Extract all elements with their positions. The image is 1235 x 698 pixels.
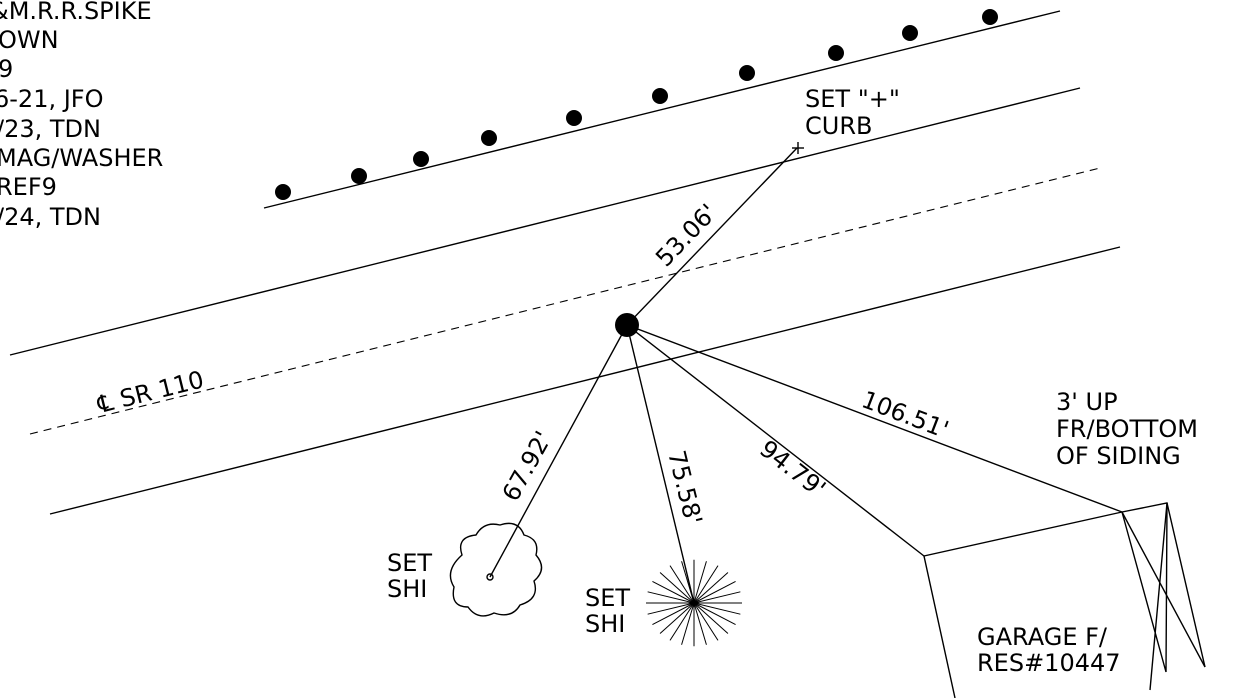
row-dot: [566, 110, 582, 126]
tree-ray: [652, 580, 695, 604]
note-line-3: 9: [0, 55, 13, 83]
distance-label-tree: 75.58': [662, 448, 707, 528]
note-line-4: 6-21, JFO: [0, 85, 104, 113]
row-dot: [275, 184, 291, 200]
row-dot: [739, 65, 755, 81]
tree-icon: [646, 559, 742, 647]
bush-center-mark: [486, 573, 494, 581]
note-line-8: /24, TDN: [0, 203, 101, 231]
tree-ray: [659, 602, 695, 634]
tree-ray: [652, 602, 695, 626]
garage-label-line-2: RES#10447: [977, 649, 1121, 677]
tree-ray: [647, 602, 695, 615]
distance-label-bush: 67.92': [497, 426, 558, 505]
tree-ray: [693, 602, 719, 641]
tree-ray: [693, 561, 707, 604]
row-dot: [413, 151, 429, 167]
siding-detail-b: [1121, 511, 1206, 668]
row-dot: [902, 25, 918, 41]
tie-line-siding: [626, 324, 1123, 513]
notes-block: &M.R.R.SPIKE OWN 9 6-21, JFO /23, TDN MA…: [0, 0, 163, 231]
tree-ray: [681, 561, 695, 604]
siding-label-line-3: OF SIDING: [1056, 442, 1181, 470]
siding-detail-a: [1121, 502, 1168, 673]
distance-label-garage-corner: 94.79': [754, 435, 831, 503]
note-line-2: OWN: [0, 26, 59, 54]
note-line-5: /23, TDN: [0, 115, 101, 143]
right-of-way-line: [263, 10, 1061, 209]
row-dot: [652, 88, 668, 104]
row-dot: [351, 168, 367, 184]
tree-ray: [681, 602, 695, 645]
distance-label-siding: 106.51': [858, 385, 953, 444]
bush-label-line-1: SET: [387, 549, 432, 577]
tree-ray: [693, 602, 736, 626]
curb-label-line-1: SET "+": [805, 85, 900, 113]
tree-ray: [693, 580, 736, 604]
tree-ray: [669, 602, 695, 641]
distance-label-curb: 53.06': [650, 199, 722, 273]
tree-ray: [647, 591, 695, 604]
row-dot: [481, 130, 497, 146]
tie-line-curb: [626, 147, 798, 326]
tree-label-line-1: SET: [585, 584, 630, 612]
tie-line-garage-corner: [626, 324, 925, 557]
centerline: [29, 167, 1101, 435]
garage-label-line-1: GARAGE F/: [977, 623, 1108, 651]
row-marker-dots: [275, 9, 998, 200]
siding-label-line-2: FR/BOTTOM: [1056, 415, 1198, 443]
bush-label-line-2: SHI: [387, 575, 427, 603]
note-line-6: MAG/WASHER: [0, 144, 163, 172]
tree-ray: [693, 572, 729, 604]
tree-ray: [693, 602, 707, 645]
cross-mark-icon: [792, 142, 804, 154]
siding-label-line-1: 3' UP: [1056, 388, 1118, 416]
row-dot: [982, 9, 998, 25]
tree-ray: [693, 602, 741, 615]
centerline-label: ℄ SR 110: [94, 365, 207, 419]
tree-label-line-2: SHI: [585, 610, 625, 638]
tree-ray: [693, 602, 729, 634]
row-dot: [828, 45, 844, 61]
curb-label-line-2: CURB: [805, 112, 872, 140]
bush-icon: [449, 522, 543, 617]
tree-ray: [669, 565, 695, 604]
edge-of-pavement-north: [9, 87, 1081, 356]
edge-of-pavement-south: [49, 246, 1121, 515]
tree-ray: [693, 591, 741, 604]
tree-ray: [693, 565, 719, 604]
tie-line-bush: [489, 324, 628, 578]
note-line-7: REF9: [0, 173, 57, 201]
siding-detail-c: [1149, 502, 1168, 691]
note-line-1: &M.R.R.SPIKE: [0, 0, 152, 25]
tie-line-tree: [626, 324, 695, 604]
tree-ray: [659, 572, 695, 604]
